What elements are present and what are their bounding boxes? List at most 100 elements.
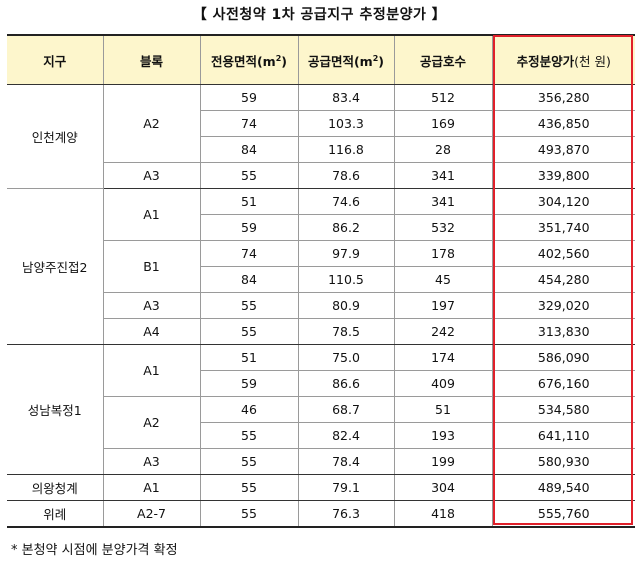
cell-supply: 78.6 <box>297 162 395 189</box>
table-row: 성남복정1 A1 51 75.0 174 586,090 <box>7 344 635 475</box>
header-exclusive-area-label: 전용면적(m <box>210 53 276 69</box>
cell-exclusive: 55 <box>199 318 299 345</box>
cell-district: 인천계양 <box>7 84 104 189</box>
table-row: 남양주진접2 A1 51 74.6 341 304,120 <box>7 188 635 345</box>
header-price-unit: (천 원) <box>574 53 611 69</box>
cell-price: 351,740 <box>491 214 635 241</box>
cell-exclusive: 59 <box>200 214 299 241</box>
cell-price: 313,830 <box>491 318 635 345</box>
cell-price: 339,800 <box>491 162 635 189</box>
cell-units: 193 <box>393 422 493 449</box>
cell-price: 586,090 <box>491 344 635 371</box>
cell-price: 436,850 <box>491 110 635 137</box>
cell-units: 178 <box>393 240 493 267</box>
table-row: 74 103.3 169 436,850 <box>7 110 635 137</box>
cell-supply: 97.9 <box>297 240 395 267</box>
cell-exclusive: 55 <box>199 162 299 189</box>
table-row: 인천계양 A2 59 83.4 512 356,280 <box>7 84 635 189</box>
header-exclusive-area-sup: 2 <box>275 53 282 63</box>
cell-supply: 68.7 <box>297 396 395 423</box>
cell-units: 341 <box>393 188 493 215</box>
cell-exclusive: 74 <box>200 110 299 137</box>
cell-block: B1 <box>103 240 201 293</box>
cell-supply: 78.4 <box>297 448 395 475</box>
table-row: A3 55 78.6 341 339,800 <box>7 162 635 189</box>
cell-exclusive: 51 <box>199 188 299 215</box>
header-supply-area: 공급면적(m2) <box>297 34 395 85</box>
cell-block: A4 <box>103 318 201 345</box>
table-row: A3 55 80.9 197 329,020 <box>7 292 635 319</box>
cell-district: 남양주진접2 <box>7 188 104 345</box>
cell-price: 329,020 <box>491 292 635 319</box>
cell-exclusive: 59 <box>200 370 299 397</box>
cell-exclusive: 74 <box>199 240 299 267</box>
cell-price: 534,580 <box>491 396 635 423</box>
cell-exclusive: 59 <box>199 84 299 111</box>
cell-units: 174 <box>393 344 493 371</box>
cell-units: 304 <box>393 474 493 501</box>
cell-units: 409 <box>393 370 493 397</box>
cell-price: 402,560 <box>491 240 635 267</box>
cell-price: 489,540 <box>491 474 635 501</box>
header-price-label: 추정분양가 <box>516 53 575 69</box>
cell-exclusive: 84 <box>200 136 299 163</box>
cell-block: A2 <box>102 84 201 163</box>
cell-price: 356,280 <box>491 84 635 111</box>
cell-exclusive: 55 <box>200 422 299 449</box>
cell-exclusive: 84 <box>200 266 299 293</box>
cell-supply: 75.0 <box>297 344 395 371</box>
price-table: 지구 블록 전용면적(m2) 공급면적(m2) 공급호수 추정분양가(천 원) … <box>7 34 635 528</box>
cell-district: 위례 <box>7 500 104 528</box>
cell-block: A2-7 <box>102 500 201 528</box>
cell-block: A1 <box>102 474 201 501</box>
header-block: 블록 <box>102 34 201 85</box>
header-units: 공급호수 <box>393 34 493 85</box>
cell-supply: 79.1 <box>297 474 395 501</box>
cell-supply: 110.5 <box>297 266 395 293</box>
cell-price: 304,120 <box>491 188 635 215</box>
cell-units: 418 <box>393 500 493 528</box>
cell-supply: 74.6 <box>297 188 395 215</box>
table-row: A4 55 78.5 242 313,830 <box>7 318 635 345</box>
cell-supply: 86.2 <box>297 214 395 241</box>
cell-district: 의왕청계 <box>7 474 104 501</box>
cell-price: 555,760 <box>491 500 635 528</box>
cell-supply: 86.6 <box>297 370 395 397</box>
table-row: 84 110.5 45 454,280 <box>7 266 635 293</box>
cell-block: A1 <box>102 344 201 397</box>
table-row: 위례 A2-7 55 76.3 418 555,760 <box>7 500 635 528</box>
cell-supply: 78.5 <box>297 318 395 345</box>
cell-units: 45 <box>393 266 493 293</box>
cell-exclusive: 46 <box>199 396 299 423</box>
cell-price: 454,280 <box>491 266 635 293</box>
cell-units: 197 <box>393 292 493 319</box>
cell-block: A3 <box>103 292 201 319</box>
cell-supply: 103.3 <box>297 110 395 137</box>
cell-units: 199 <box>393 448 493 475</box>
header-supply-area-label: 공급면적(m <box>307 53 373 69</box>
header-exclusive-area-close: ) <box>281 53 288 69</box>
cell-exclusive: 55 <box>199 448 299 475</box>
table-row: A3 55 78.4 199 580,930 <box>7 448 635 475</box>
header-district: 지구 <box>7 34 104 85</box>
cell-units: 169 <box>393 110 493 137</box>
cell-block: A1 <box>102 188 201 241</box>
cell-district: 성남복정1 <box>7 344 104 475</box>
cell-supply: 83.4 <box>297 84 395 111</box>
cell-supply: 82.4 <box>297 422 395 449</box>
cell-units: 532 <box>393 214 493 241</box>
header-row: 지구 블록 전용면적(m2) 공급면적(m2) 공급호수 추정분양가(천 원) <box>7 34 635 85</box>
header-supply-area-sup: 2 <box>372 53 379 63</box>
header-exclusive-area: 전용면적(m2) <box>199 34 299 85</box>
table-row: 의왕청계 A1 55 79.1 304 489,540 <box>7 474 635 501</box>
cell-units: 28 <box>393 136 493 163</box>
header-estimated-price: 추정분양가(천 원) <box>491 34 635 85</box>
cell-supply: 76.3 <box>297 500 395 528</box>
header-supply-area-close: ) <box>378 53 385 69</box>
table-title: 【 사전청약 1차 공급지구 추정분양가 】 <box>192 7 447 23</box>
cell-price: 676,160 <box>491 370 635 397</box>
cell-supply: 80.9 <box>297 292 395 319</box>
cell-units: 242 <box>393 318 493 345</box>
cell-block: A3 <box>103 448 201 475</box>
cell-units: 341 <box>393 162 493 189</box>
